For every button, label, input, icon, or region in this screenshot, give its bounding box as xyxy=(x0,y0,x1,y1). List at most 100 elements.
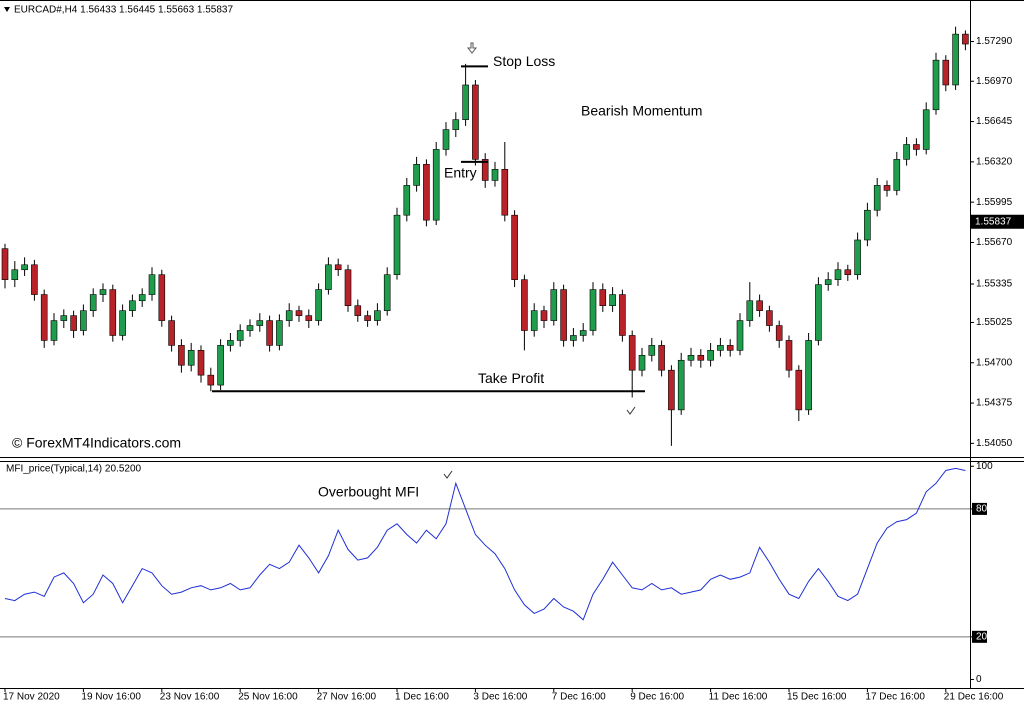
candle-body xyxy=(383,274,391,311)
arrow-icon xyxy=(466,42,478,54)
candle-body xyxy=(236,330,244,341)
candle-body xyxy=(962,33,969,45)
candle-body xyxy=(854,239,861,276)
x-tick-label: 19 Nov 16:00 xyxy=(81,692,141,703)
candle-body xyxy=(99,289,107,295)
candle-body xyxy=(952,33,959,86)
candle-body xyxy=(305,315,313,321)
candle-body xyxy=(717,345,724,351)
candle-body xyxy=(197,350,205,376)
candle-body xyxy=(521,279,528,331)
candle-body xyxy=(148,274,156,295)
candle-body xyxy=(472,84,479,160)
candle-body xyxy=(903,144,910,160)
candle-body xyxy=(589,289,597,331)
candle-body xyxy=(344,269,352,307)
candle-body xyxy=(70,315,77,331)
candle-body xyxy=(638,355,646,371)
y-tick-label: 1.57290 xyxy=(976,36,1013,47)
candle-body xyxy=(677,359,685,411)
candle-body xyxy=(374,310,381,321)
candle-body xyxy=(60,315,68,321)
candle-body xyxy=(844,269,852,276)
candle-body xyxy=(40,294,48,341)
candle-body xyxy=(413,164,420,186)
candle-body xyxy=(873,185,881,211)
candle-body xyxy=(50,320,58,341)
candle-body xyxy=(805,340,812,411)
candle-body xyxy=(432,149,440,221)
x-tick-label: 17 Dec 16:00 xyxy=(865,692,925,703)
candle-body xyxy=(785,340,793,371)
candle-body xyxy=(540,310,548,321)
y-tick-label: 1.54050 xyxy=(976,438,1013,449)
candle-body xyxy=(922,109,930,150)
level-tag xyxy=(972,630,987,643)
candle-body xyxy=(119,310,126,336)
candle-body xyxy=(325,264,332,290)
trade-level-label: Entry xyxy=(444,165,477,181)
y-tick-label: 1.56320 xyxy=(976,156,1013,167)
candle-body xyxy=(246,325,254,331)
candle-body xyxy=(756,300,763,311)
trade-level-label: Take Profit xyxy=(478,370,544,386)
candle-body xyxy=(393,214,401,276)
x-tick-label: 9 Dec 16:00 xyxy=(630,692,684,703)
candle-body xyxy=(442,129,450,150)
candle-body xyxy=(452,119,460,130)
x-tick-label: 21 Dec 16:00 xyxy=(944,692,1004,703)
candle-body xyxy=(403,185,411,216)
candle-body xyxy=(795,369,803,411)
y-tick-label: 0 xyxy=(976,674,982,685)
candle-body xyxy=(178,345,185,366)
candle-body xyxy=(746,300,754,321)
y-tick-label: 1.55025 xyxy=(976,317,1013,328)
level-tag xyxy=(972,502,987,515)
candle-body xyxy=(550,289,558,321)
x-tick-label: 27 Nov 16:00 xyxy=(317,692,377,703)
candle-body xyxy=(560,289,567,341)
candle-body xyxy=(285,310,293,321)
candle-body xyxy=(570,335,577,341)
y-tick-label: 20 xyxy=(976,631,988,642)
candle-body xyxy=(256,320,264,326)
last-price: 1.55837 xyxy=(975,216,1012,227)
candle-body xyxy=(619,294,626,336)
candle-body xyxy=(217,345,224,386)
price-tag xyxy=(971,214,1024,229)
candle-body xyxy=(775,325,783,341)
candle-body xyxy=(530,310,538,331)
y-tick-label: 1.55670 xyxy=(976,237,1013,248)
candle-body xyxy=(736,320,744,351)
candle-body xyxy=(628,335,636,371)
candle-body xyxy=(687,355,695,361)
x-tick-label: 15 Dec 16:00 xyxy=(787,692,847,703)
candle-body xyxy=(697,355,705,361)
menu-triangle xyxy=(4,7,10,12)
candle-body xyxy=(726,345,734,351)
x-tick-label: 1 Dec 16:00 xyxy=(395,692,449,703)
candle-body xyxy=(207,374,215,386)
check-icon xyxy=(626,406,636,415)
watermark: © ForexMT4Indicators.com xyxy=(12,435,181,451)
candle-body xyxy=(609,294,616,307)
candle-body xyxy=(668,369,675,411)
y-tick-label: 1.54375 xyxy=(976,398,1013,409)
candle-body xyxy=(491,168,499,181)
candle-body xyxy=(707,350,714,361)
mfi-line xyxy=(4,467,966,621)
candle-body xyxy=(109,289,117,336)
y-tick-label: 1.56645 xyxy=(976,116,1013,127)
x-tick-label: 7 Dec 16:00 xyxy=(552,692,606,703)
candle-body xyxy=(129,300,136,311)
candle-body xyxy=(187,350,195,366)
candle-body xyxy=(334,264,342,271)
x-tick-label: 17 Nov 2020 xyxy=(3,692,60,703)
trade-level-label: Stop Loss xyxy=(493,53,555,69)
candle-body xyxy=(158,274,166,321)
y-tick-label: 1.54700 xyxy=(976,357,1013,368)
candle-body xyxy=(80,310,87,331)
candle-body xyxy=(364,315,371,321)
candle-body xyxy=(1,248,9,280)
